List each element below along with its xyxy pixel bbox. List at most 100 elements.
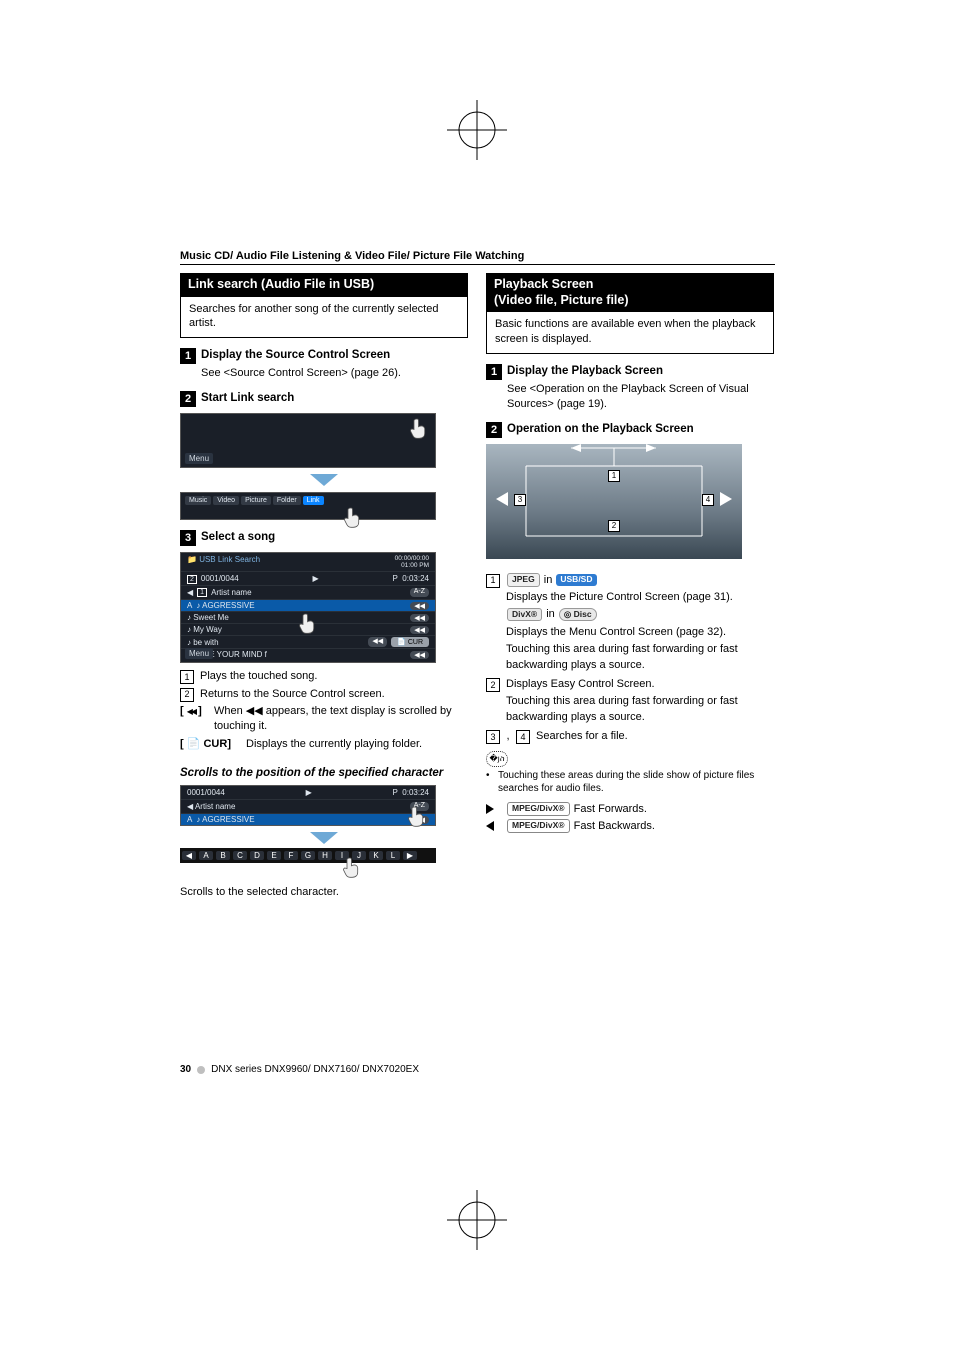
item-text: Displays the Menu Control Screen (page 3… <box>506 625 774 640</box>
abc-scroll-bar[interactable]: ◀ A B C D E F G H I J K L ▶ <box>180 848 436 863</box>
list-item[interactable]: ♪ LOSE YOUR MIND f◀◀ <box>181 648 435 660</box>
list-item[interactable]: A♪ AGGRESSIVE◀◀ <box>181 813 435 825</box>
left-step-3: 3 Select a song <box>180 530 468 546</box>
usb-badge: USB/SD <box>556 574 596 586</box>
note-line: • Touching these areas during the slide … <box>486 769 774 796</box>
tab-folder[interactable]: Folder <box>273 496 301 505</box>
step-number: 2 <box>486 422 502 438</box>
menu-button[interactable]: Menu <box>185 453 213 464</box>
finger-icon <box>405 804 429 828</box>
footer-dot-icon <box>197 1066 205 1074</box>
track-counter: 0001/0044 <box>187 788 225 797</box>
item-text: Displays Easy Control Screen. <box>506 677 774 692</box>
finger-icon <box>407 416 431 440</box>
callout-4: 4 <box>516 730 530 744</box>
left-title: Link search (Audio File in USB) <box>180 273 468 297</box>
item-text: Fast Backwards. <box>574 820 655 832</box>
callout-2: 2 <box>486 678 500 692</box>
arrow-left-icon <box>486 821 494 831</box>
step-title: Display the Playback Screen <box>507 364 663 379</box>
menu-button[interactable]: Menu <box>185 648 213 659</box>
page-content: Music CD/ Audio File Listening & Video F… <box>180 250 775 900</box>
screenshot-start: Menu <box>180 413 436 468</box>
disc-badge: ◎ Disc <box>559 608 597 622</box>
arrow-down-icon <box>310 832 338 844</box>
footer-label: DNX series DNX9960/ DNX7160/ DNX7020EX <box>211 1064 419 1075</box>
callout-1: 1 <box>486 574 500 588</box>
note-icon: �յስ <box>486 751 508 767</box>
screenshot-list: 📁 USB Link Search 00:00/00:00 01:00 PM 2… <box>180 552 436 663</box>
callout-3: 3 <box>486 730 500 744</box>
left-column: Link search (Audio File in USB) Searches… <box>180 273 468 900</box>
right-items: 1 JPEG in USB/SD Displays the Picture Co… <box>486 573 774 745</box>
tab-music[interactable]: Music <box>185 496 211 505</box>
right-intro: Basic functions are available even when … <box>486 312 774 354</box>
section-header: Music CD/ Audio File Listening & Video F… <box>180 250 775 265</box>
mpeg-badge: MPEG/DivX® <box>507 819 570 833</box>
scroll-note: Scrolls to the selected character. <box>180 885 468 900</box>
tab-link[interactable]: Link <box>303 496 324 505</box>
right-title: Playback Screen(Video file, Picture file… <box>486 273 774 312</box>
az-button[interactable]: A-Z <box>410 588 429 597</box>
item-text: Touching this area during fast forwardin… <box>506 642 774 673</box>
note-text: Displays the currently playing folder. <box>246 737 468 752</box>
step-body: See <Source Control Screen> (page 26). <box>180 366 468 381</box>
duration: 0:03:24 <box>402 574 429 583</box>
list-time: 00:00/00:00 01:00 PM <box>395 555 429 569</box>
artist-label: Artist name <box>211 588 251 597</box>
artist-label: Artist name <box>195 802 235 811</box>
step-number: 3 <box>180 530 196 546</box>
step-body: See <Operation on the Playback Screen of… <box>486 382 774 412</box>
step-title: Operation on the Playback Screen <box>507 422 694 437</box>
list-item[interactable]: ♪ be with◀◀📄 CUR <box>181 635 435 648</box>
item-text: Touching this area during fast forwardin… <box>506 694 774 725</box>
left-intro: Searches for another song of the current… <box>180 297 468 339</box>
left-step-2: 2 Start Link search <box>180 391 468 407</box>
item-text: Displays the Picture Control Screen (pag… <box>506 590 774 605</box>
duration: 0:03:24 <box>402 788 429 797</box>
left-step-1: 1 Display the Source Control Screen See … <box>180 348 468 381</box>
callout-2: 2 <box>180 688 194 702</box>
item-text: Searches for a file. <box>536 729 774 744</box>
right-step-2: 2 Operation on the Playback Screen <box>486 422 774 438</box>
scroll-subhead: Scrolls to the position of the specified… <box>180 766 468 781</box>
p-indicator: P <box>392 788 397 797</box>
finger-icon <box>341 505 365 529</box>
jpeg-badge: JPEG <box>507 573 540 587</box>
crop-mark-bottom <box>447 1190 507 1250</box>
finger-icon <box>296 611 320 635</box>
right-step-1: 1 Display the Playback Screen See <Opera… <box>486 364 774 412</box>
right-column: Playback Screen(Video file, Picture file… <box>486 273 774 900</box>
mpeg-badge: MPEG/DivX® <box>507 802 570 816</box>
callout-2: 2 <box>187 575 197 584</box>
arrow-down-icon <box>310 474 338 486</box>
screenshot-tabs: Music Video Picture Folder Link <box>180 492 436 520</box>
callout-3: 3 <box>514 494 526 506</box>
tab-picture[interactable]: Picture <box>241 496 271 505</box>
left-notes: 1Plays the touched song. 2Returns to the… <box>180 669 468 752</box>
track-counter: 0001/0044 <box>201 574 239 583</box>
callout-4: 4 <box>702 494 714 506</box>
page-number: 30 <box>180 1064 191 1075</box>
step-title: Display the Source Control Screen <box>201 348 390 363</box>
arrow-right-icon <box>486 804 494 814</box>
screenshot-abc: 0001/0044 ▶ P 0:03:24 ◀ Artist name A-Z … <box>180 785 436 826</box>
rewind-icon <box>187 705 195 717</box>
page-footer: 30 DNX series DNX9960/ DNX7160/ DNX7020E… <box>180 1064 419 1075</box>
note-text: Returns to the Source Control screen. <box>200 687 468 702</box>
crop-mark-top <box>447 100 507 160</box>
tab-video[interactable]: Video <box>213 496 239 505</box>
step-number: 1 <box>180 348 196 364</box>
item-text: Fast Forwards. <box>574 803 647 815</box>
callout-2: 2 <box>608 520 620 532</box>
list-item[interactable]: A♪ AGGRESSIVE◀◀ <box>181 599 435 611</box>
list-header: USB Link Search <box>199 555 260 564</box>
callout-1: 1 <box>197 588 207 597</box>
step-number: 1 <box>486 364 502 380</box>
note-text: Plays the touched song. <box>200 669 468 684</box>
cur-button[interactable]: 📄 CUR <box>391 637 429 647</box>
p-indicator: P <box>392 574 397 583</box>
divx-badge: DivX® <box>507 608 542 622</box>
callout-1: 1 <box>608 470 620 482</box>
playback-screenshot: 1 2 3 4 <box>486 444 742 559</box>
